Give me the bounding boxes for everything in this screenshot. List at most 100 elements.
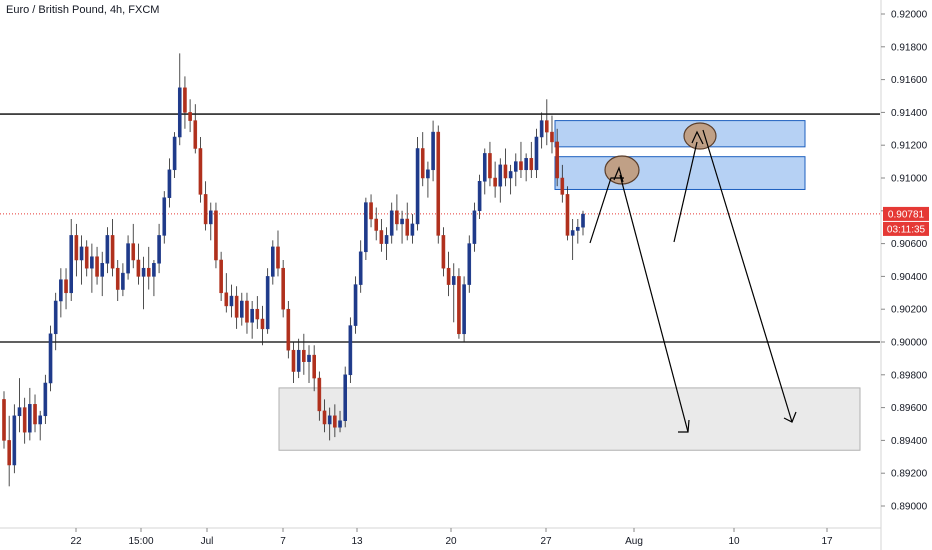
candle — [519, 141, 523, 178]
candle-body — [348, 325, 353, 376]
candle — [426, 161, 430, 198]
candle — [177, 53, 182, 146]
candle — [296, 338, 301, 379]
candle-body — [576, 226, 580, 231]
candle — [7, 415, 11, 487]
candle-body — [312, 354, 316, 379]
candle-body — [84, 246, 89, 269]
candle-body — [250, 308, 254, 323]
candle-body — [539, 120, 544, 138]
candle — [338, 410, 342, 433]
candle-body — [183, 87, 187, 113]
candle — [136, 243, 141, 285]
candle — [219, 251, 223, 301]
candle-body — [369, 202, 373, 220]
candle-body — [534, 136, 539, 171]
candle-body — [426, 169, 430, 179]
candle — [539, 112, 544, 149]
candle-body — [317, 377, 322, 412]
candle-body — [472, 210, 477, 244]
countdown-badge — [883, 221, 929, 236]
candle-body — [281, 267, 285, 310]
candle-body — [141, 267, 146, 277]
candle-body — [519, 161, 523, 171]
candle — [415, 137, 420, 231]
candle-body — [17, 407, 22, 417]
candle — [560, 164, 565, 203]
candle — [581, 210, 585, 236]
annotation-layer — [589, 122, 797, 433]
candle-body — [436, 131, 441, 236]
candle — [576, 219, 580, 244]
candle — [369, 194, 373, 228]
candle — [545, 99, 549, 146]
x-tick-label: 15:00 — [128, 536, 153, 547]
x-tick-label: Jul — [201, 536, 214, 547]
candle-layer — [2, 53, 585, 487]
circle-tick-2 — [691, 130, 704, 145]
candle — [462, 276, 466, 342]
candle-body — [265, 276, 270, 330]
candle — [405, 202, 410, 241]
candle-body — [570, 230, 575, 236]
candle-body — [327, 415, 332, 425]
candle — [157, 223, 161, 274]
forecast-path-up-2 — [673, 141, 698, 243]
candle-body — [374, 218, 379, 231]
candle-body — [343, 374, 347, 421]
candle-body — [565, 194, 570, 236]
candle — [28, 387, 32, 441]
candle — [203, 181, 208, 231]
candle-body — [100, 263, 105, 277]
candle-body — [234, 295, 239, 318]
candle-body — [214, 210, 218, 261]
candle-body — [400, 218, 404, 225]
candle-body — [12, 415, 17, 466]
candle-body — [224, 292, 229, 307]
candle-body — [488, 153, 492, 179]
candle — [343, 366, 347, 428]
candle — [43, 374, 48, 424]
candle — [353, 276, 358, 334]
candle-body — [79, 246, 84, 261]
y-tick-label: 0.92000 — [891, 10, 928, 21]
candle — [208, 202, 213, 241]
forecast-path-down-2 — [702, 129, 793, 423]
candle-body — [126, 243, 130, 274]
candle-body — [22, 407, 27, 433]
candle — [141, 256, 146, 310]
candle-body — [177, 87, 182, 138]
candle-body — [255, 308, 260, 320]
candle — [38, 410, 42, 441]
y-tick-label: 0.90600 — [891, 239, 928, 250]
candle — [2, 391, 6, 449]
candle — [364, 197, 368, 260]
candle-body — [482, 153, 487, 182]
candle-body — [115, 267, 120, 290]
candle — [529, 141, 534, 178]
y-tick-label: 0.89400 — [891, 436, 928, 447]
candle-body — [467, 243, 472, 285]
candle-body — [338, 420, 342, 428]
candle — [162, 191, 167, 244]
candle-body — [131, 243, 136, 261]
candle — [358, 240, 363, 293]
candle-body — [198, 148, 203, 195]
candle-body — [48, 333, 53, 384]
supply-zone-upper — [554, 120, 806, 148]
candle — [69, 219, 74, 301]
candle — [420, 132, 425, 187]
candle-body — [457, 276, 461, 335]
y-tick-label: 0.89600 — [891, 403, 928, 414]
candle — [317, 371, 322, 421]
candle — [524, 153, 528, 182]
candle — [115, 260, 120, 301]
x-tick-label: 17 — [821, 536, 833, 547]
candle-body — [405, 218, 410, 236]
y-tick-label: 0.91600 — [891, 75, 928, 86]
candle — [395, 194, 399, 231]
y-tick-label: 0.90400 — [891, 272, 928, 283]
forecast-arrowhead-2 — [783, 411, 797, 423]
candle — [240, 292, 244, 326]
candle-body — [333, 415, 337, 428]
